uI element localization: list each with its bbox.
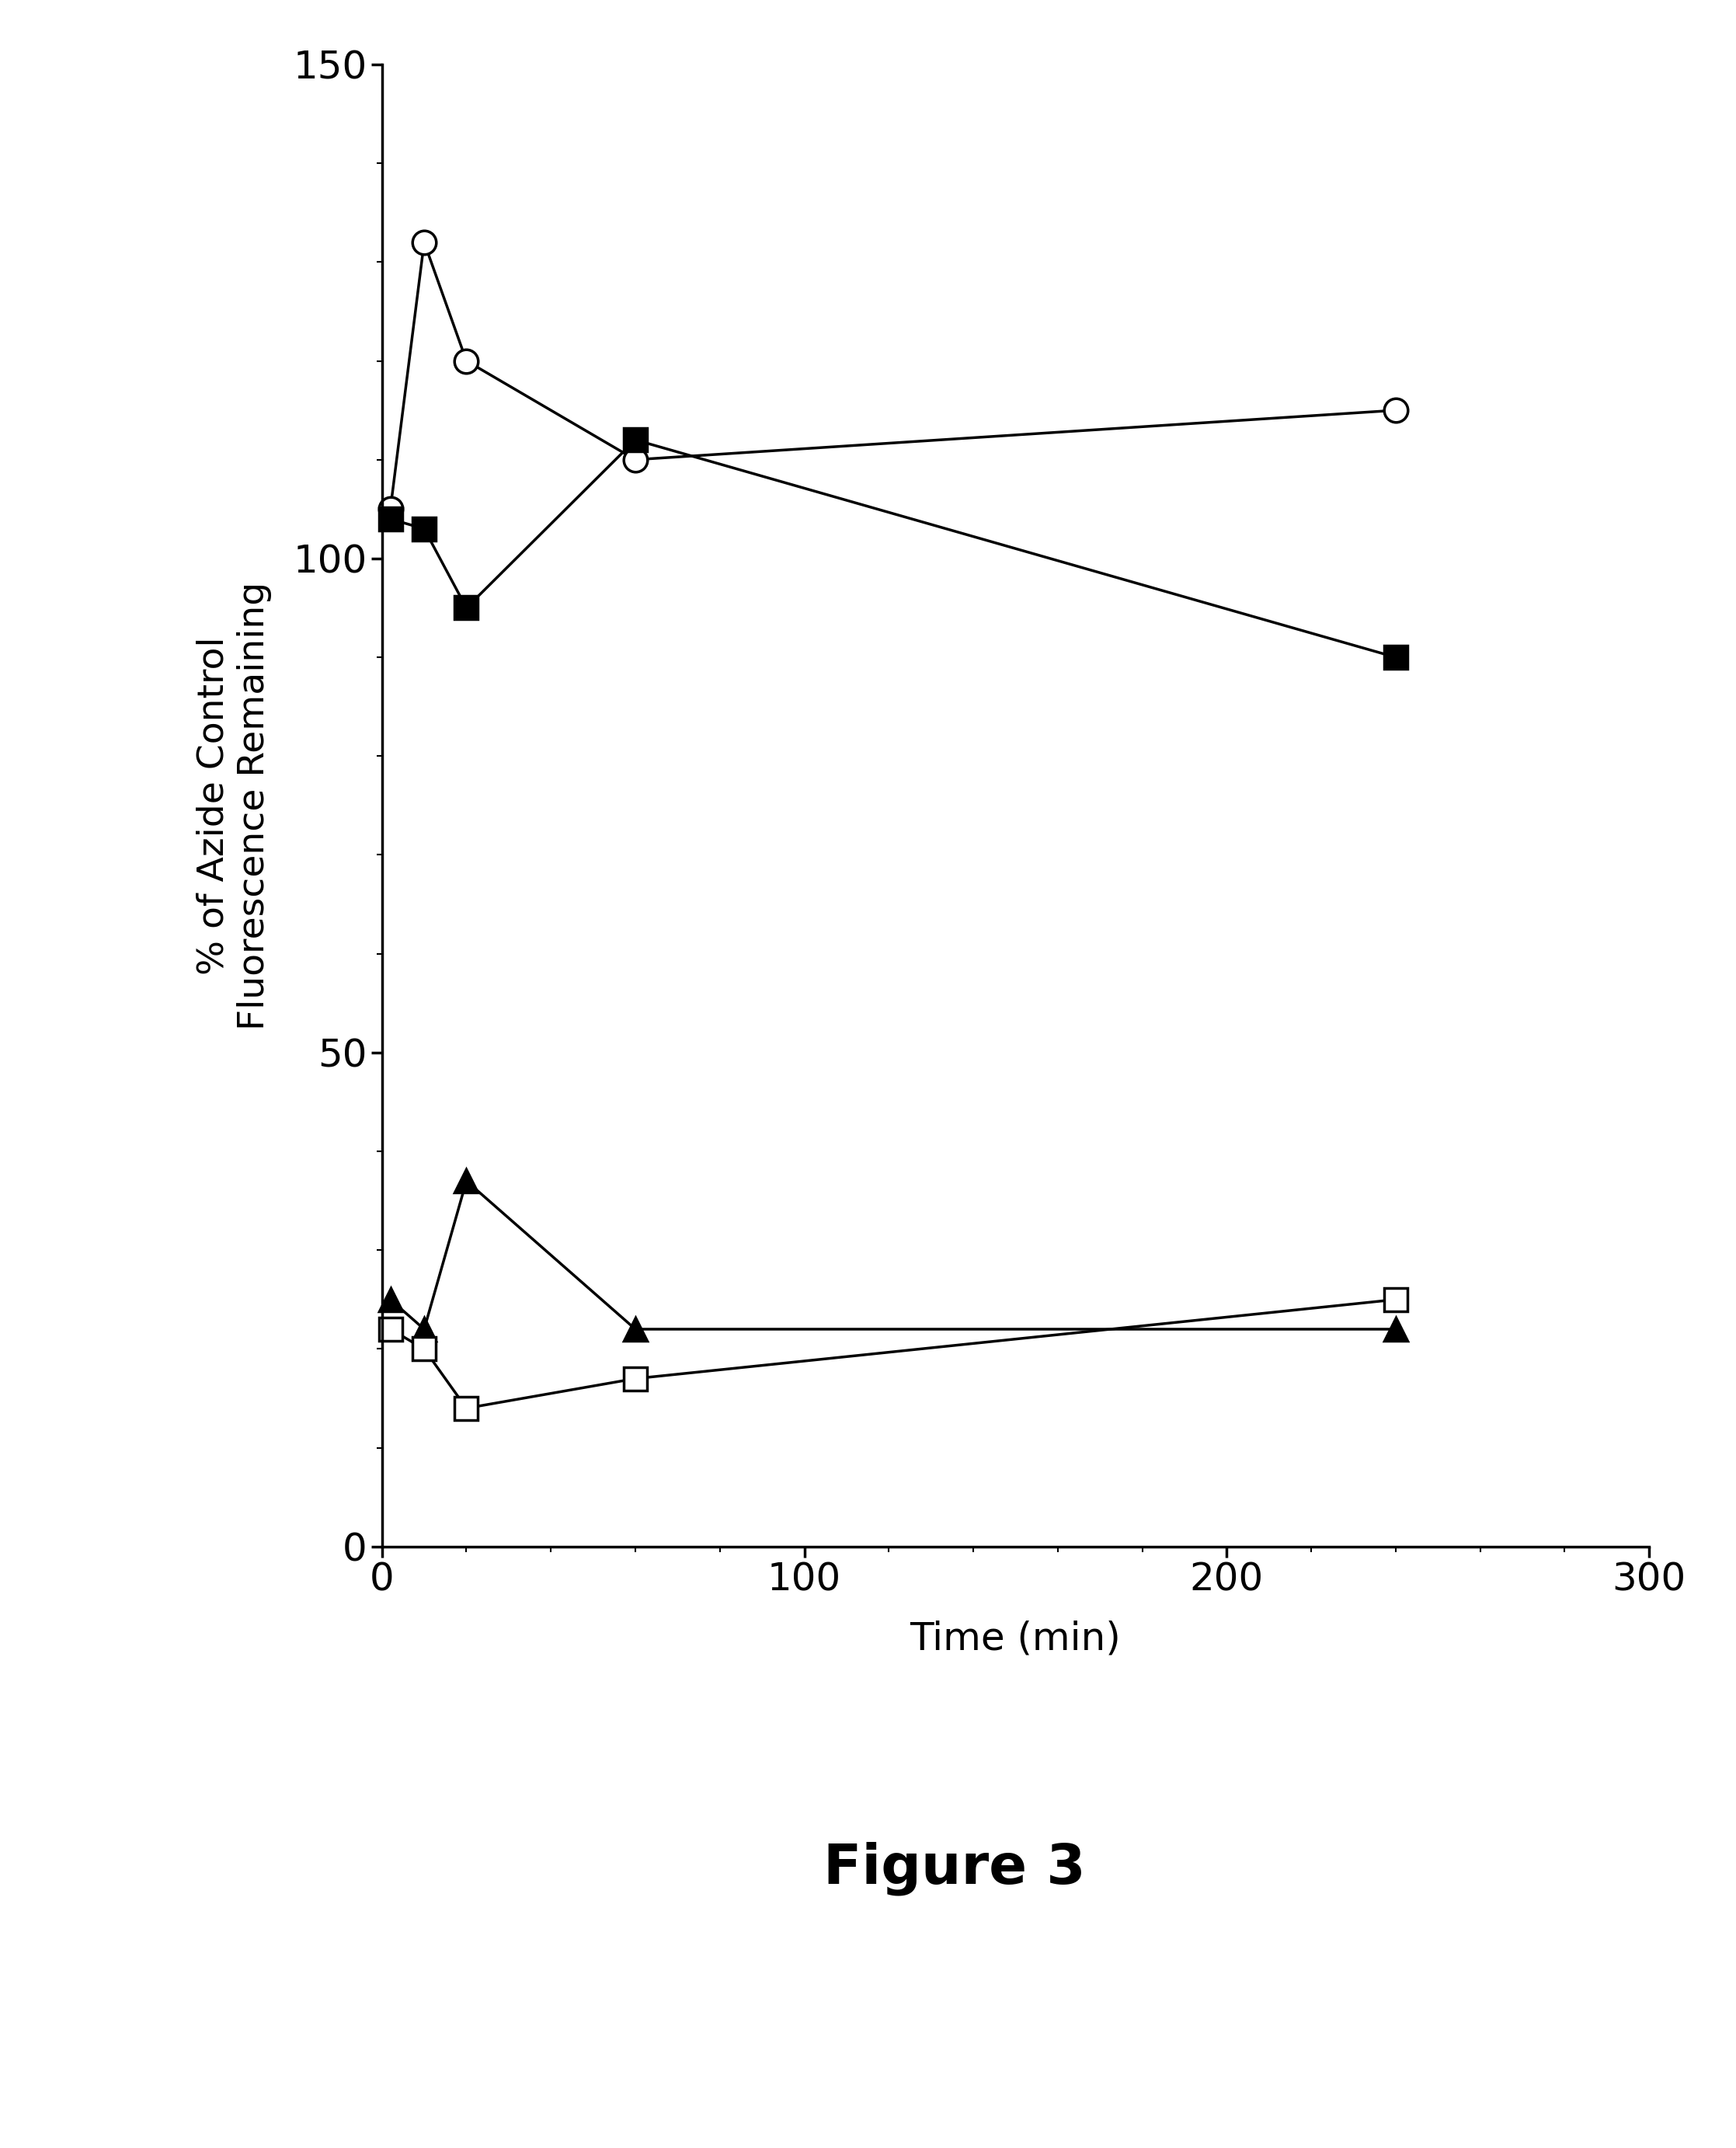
X-axis label: Time (min): Time (min)	[910, 1620, 1121, 1658]
Text: Figure 3: Figure 3	[823, 1841, 1087, 1897]
Y-axis label: % of Azide Control
Fluorescence Remaining: % of Azide Control Fluorescence Remainin…	[196, 582, 273, 1029]
